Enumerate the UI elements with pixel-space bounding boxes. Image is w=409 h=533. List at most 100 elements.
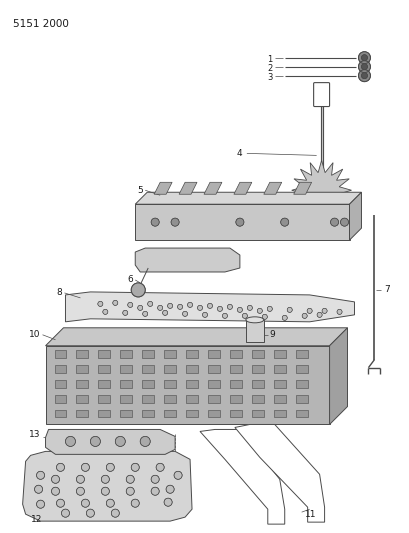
- Circle shape: [90, 437, 100, 447]
- Bar: [186, 350, 198, 358]
- Circle shape: [306, 309, 311, 313]
- Polygon shape: [263, 182, 281, 194]
- Circle shape: [301, 313, 306, 318]
- Circle shape: [357, 52, 370, 63]
- Circle shape: [222, 313, 227, 318]
- Circle shape: [112, 301, 117, 305]
- Circle shape: [177, 304, 182, 309]
- Circle shape: [357, 61, 370, 72]
- Circle shape: [111, 509, 119, 517]
- Polygon shape: [234, 424, 324, 522]
- Bar: [207, 379, 219, 387]
- Bar: [76, 350, 88, 358]
- Circle shape: [151, 475, 159, 483]
- Polygon shape: [45, 430, 175, 454]
- Circle shape: [166, 485, 174, 493]
- Circle shape: [151, 218, 159, 226]
- Circle shape: [56, 499, 64, 507]
- Circle shape: [65, 437, 75, 447]
- Circle shape: [157, 305, 162, 310]
- Circle shape: [56, 463, 64, 471]
- Circle shape: [126, 487, 134, 495]
- Circle shape: [36, 471, 45, 479]
- Circle shape: [321, 309, 326, 313]
- Circle shape: [174, 471, 182, 479]
- Polygon shape: [291, 160, 351, 220]
- Bar: [273, 379, 285, 387]
- Bar: [120, 394, 132, 402]
- Circle shape: [217, 306, 222, 311]
- Circle shape: [202, 312, 207, 317]
- Circle shape: [217, 306, 222, 311]
- Circle shape: [65, 437, 75, 447]
- Circle shape: [247, 305, 252, 310]
- Bar: [295, 350, 307, 358]
- Bar: [229, 379, 241, 387]
- Text: 13: 13: [29, 430, 40, 439]
- Bar: [98, 409, 110, 417]
- Circle shape: [61, 509, 69, 517]
- Polygon shape: [245, 320, 263, 342]
- Circle shape: [281, 316, 287, 320]
- Circle shape: [81, 463, 89, 471]
- Circle shape: [56, 499, 64, 507]
- Bar: [98, 350, 110, 358]
- Circle shape: [36, 471, 45, 479]
- Circle shape: [142, 311, 147, 316]
- Bar: [207, 365, 219, 373]
- Bar: [273, 350, 285, 358]
- Circle shape: [247, 305, 252, 310]
- Circle shape: [237, 308, 242, 312]
- Circle shape: [137, 305, 142, 310]
- Circle shape: [151, 475, 159, 483]
- Bar: [251, 394, 263, 402]
- Circle shape: [187, 302, 192, 308]
- Bar: [76, 379, 88, 387]
- Text: 1: 1: [267, 55, 272, 64]
- Circle shape: [76, 487, 84, 495]
- Circle shape: [131, 499, 139, 507]
- Circle shape: [52, 487, 59, 495]
- Circle shape: [111, 509, 119, 517]
- Circle shape: [106, 463, 114, 471]
- Circle shape: [330, 218, 338, 226]
- Circle shape: [330, 218, 338, 226]
- Circle shape: [162, 310, 167, 316]
- Circle shape: [52, 475, 59, 483]
- Circle shape: [126, 475, 134, 483]
- Text: 3: 3: [267, 73, 272, 82]
- Circle shape: [140, 437, 150, 447]
- Polygon shape: [22, 451, 191, 521]
- Text: 5151 2000: 5151 2000: [13, 19, 68, 29]
- Bar: [207, 409, 219, 417]
- Polygon shape: [204, 182, 221, 194]
- Bar: [295, 394, 307, 402]
- Circle shape: [316, 312, 321, 317]
- Bar: [120, 365, 132, 373]
- Circle shape: [242, 313, 247, 318]
- Text: 5: 5: [137, 186, 143, 195]
- Circle shape: [227, 304, 232, 309]
- Circle shape: [164, 498, 172, 506]
- Bar: [142, 394, 154, 402]
- Circle shape: [147, 301, 152, 306]
- Circle shape: [81, 463, 89, 471]
- Circle shape: [76, 475, 84, 483]
- Circle shape: [262, 314, 267, 319]
- Circle shape: [115, 437, 125, 447]
- Circle shape: [131, 463, 139, 471]
- Circle shape: [128, 302, 133, 308]
- Circle shape: [128, 302, 133, 308]
- Circle shape: [122, 310, 128, 316]
- Text: 11: 11: [304, 510, 315, 519]
- Circle shape: [101, 487, 109, 495]
- Bar: [142, 365, 154, 373]
- Circle shape: [112, 301, 117, 305]
- Circle shape: [174, 471, 182, 479]
- Circle shape: [131, 463, 139, 471]
- Circle shape: [167, 303, 172, 309]
- Circle shape: [207, 303, 212, 309]
- Circle shape: [280, 218, 288, 226]
- Circle shape: [98, 301, 103, 306]
- Circle shape: [151, 487, 159, 495]
